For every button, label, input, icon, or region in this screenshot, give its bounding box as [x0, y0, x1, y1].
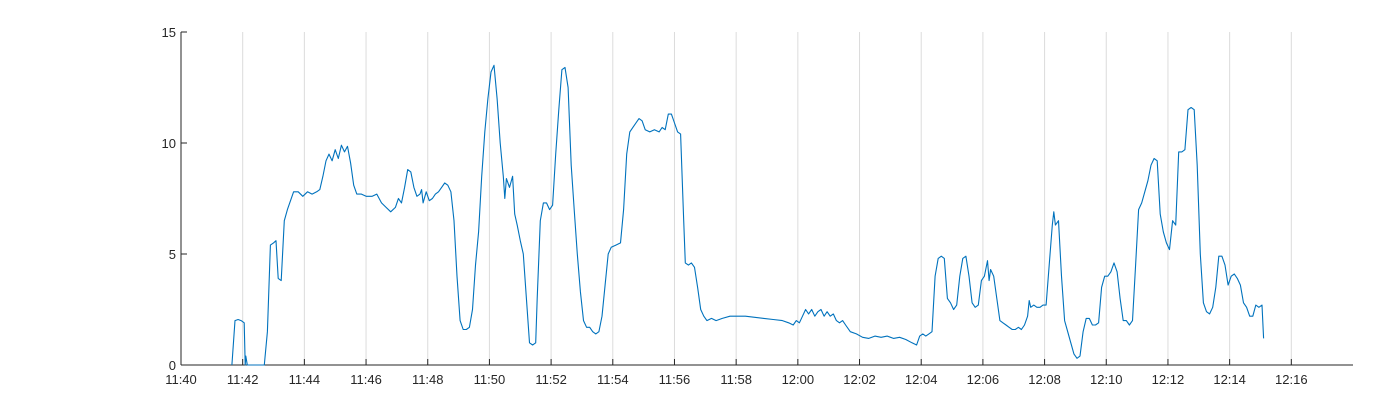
- x-tick-label: 12:10: [1090, 372, 1123, 387]
- x-tick-label: 12:00: [782, 372, 815, 387]
- x-tick-label: 12:16: [1275, 372, 1308, 387]
- x-tick-label: 12:02: [843, 372, 876, 387]
- x-tick-label: 11:44: [289, 372, 321, 387]
- x-tick-label: 12:14: [1213, 372, 1246, 387]
- x-tick-label: 11:54: [597, 372, 629, 387]
- x-tick-label: 11:48: [412, 372, 444, 387]
- x-tick-label: 12:04: [905, 372, 938, 387]
- y-tick-label: 10: [162, 136, 176, 151]
- x-tick-label: 11:58: [720, 372, 752, 387]
- x-tick-label: 11:42: [227, 372, 259, 387]
- x-tick-label: 11:52: [535, 372, 567, 387]
- x-grid: [242, 32, 1292, 365]
- x-tick-label: 12:12: [1152, 372, 1185, 387]
- x-tick-label: 11:46: [350, 372, 382, 387]
- x-tick-label: 11:50: [474, 372, 506, 387]
- x-tick-label: 12:06: [967, 372, 1000, 387]
- y-tick-label: 15: [162, 25, 176, 40]
- axes: [180, 31, 1353, 366]
- x-tick-label: 12:08: [1028, 372, 1061, 387]
- series-line: [231, 64, 1265, 366]
- x-tick-label: 11:40: [165, 372, 197, 387]
- y-tick-labels: 0 5 10 15: [162, 25, 176, 373]
- y-tick-label: 0: [169, 358, 176, 373]
- series: [231, 64, 1265, 366]
- x-tick-labels: 11:40 11:42 11:44 11:46 11:48 11:50 11:52 11:54…: [165, 372, 1307, 387]
- y-tick-label: 5: [169, 247, 176, 262]
- x-tick-label: 11:56: [659, 372, 691, 387]
